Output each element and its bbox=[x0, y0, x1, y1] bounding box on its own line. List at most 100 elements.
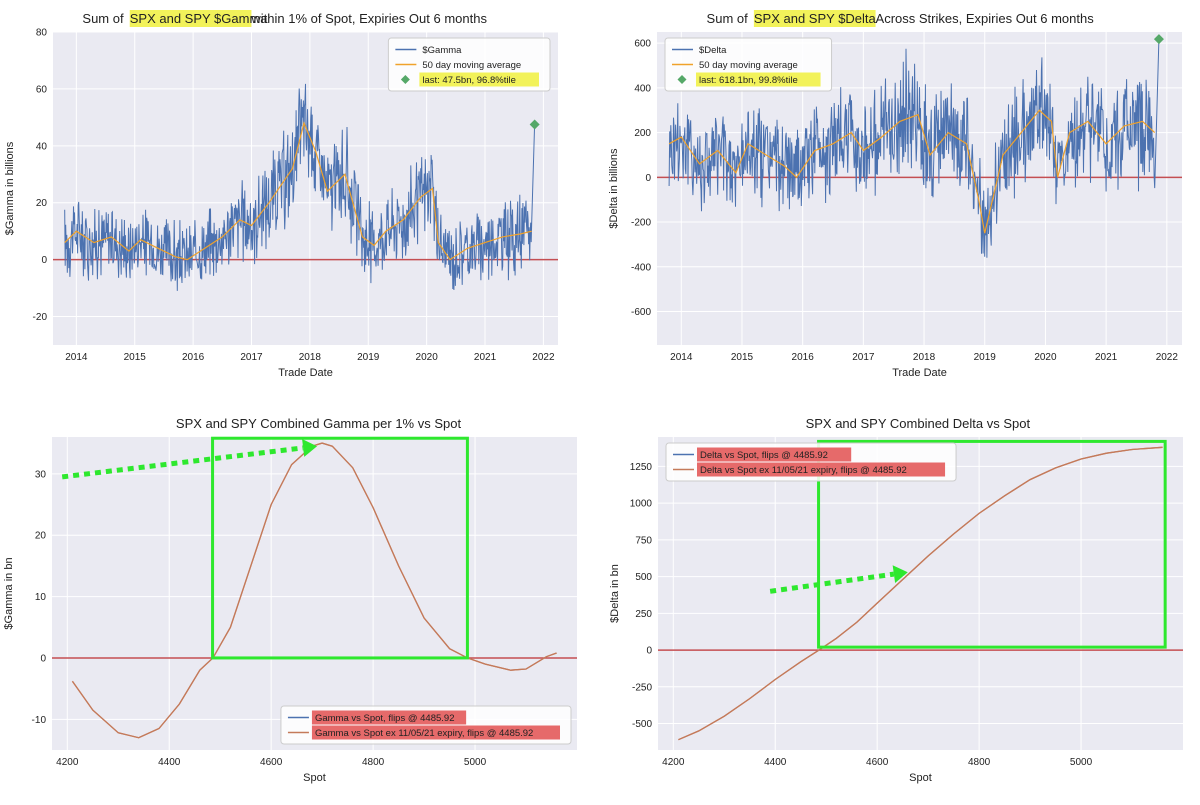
x-axis-label: Trade Date bbox=[278, 367, 333, 379]
annotation-arrow-head bbox=[892, 565, 908, 584]
x-tick-label: 2022 bbox=[1156, 352, 1179, 363]
legend-label: Gamma vs Spot, flips @ 4485.92 bbox=[315, 713, 455, 724]
y-axis-label: $Gamma in billions bbox=[4, 141, 16, 235]
y-tick-label: -20 bbox=[33, 312, 48, 323]
y-tick-label: 20 bbox=[36, 198, 48, 209]
x-tick-label: 2020 bbox=[1034, 352, 1057, 363]
y-tick-label: 1000 bbox=[630, 499, 653, 510]
y-axis-label: $Delta in bn bbox=[609, 564, 621, 623]
x-tick-label: 5000 bbox=[1070, 757, 1093, 768]
y-tick-label: -600 bbox=[631, 307, 651, 318]
legend-highlight bbox=[696, 72, 821, 87]
legend-highlight bbox=[311, 725, 560, 740]
y-tick-label: 20 bbox=[35, 531, 47, 542]
chart-title-part: SPX and SPY Combined Gamma per 1% vs Spo… bbox=[176, 416, 462, 431]
series-line-0 bbox=[64, 83, 536, 291]
y-tick-label: 0 bbox=[645, 173, 651, 184]
y-tick-label: 750 bbox=[635, 535, 652, 546]
legend-label: $Gamma bbox=[422, 45, 462, 56]
x-tick-label: 4600 bbox=[260, 757, 283, 768]
x-tick-label: 2017 bbox=[240, 352, 263, 363]
y-tick-label: 1250 bbox=[630, 462, 653, 473]
x-tick-label: 4600 bbox=[866, 757, 889, 768]
legend-marker bbox=[400, 75, 410, 84]
y-tick-label: 600 bbox=[634, 39, 651, 50]
x-axis-label: Trade Date bbox=[892, 367, 947, 379]
y-tick-label: 500 bbox=[635, 572, 652, 583]
legend: $Delta 50 day moving average last: 618.1bn… bbox=[664, 37, 833, 92]
y-tick-label: -500 bbox=[632, 719, 652, 730]
x-tick-label: 2015 bbox=[124, 352, 147, 363]
chart-title-part: Sum of bbox=[707, 11, 749, 26]
legend-label: Gamma vs Spot ex 11/05/21 expiry, flips … bbox=[315, 728, 533, 739]
y-axis-label: $Gamma in bn bbox=[3, 557, 15, 629]
chart-delta_ts: 2014 2015 2016 2017 2018 2019 2020 2021 2022 -600… bbox=[608, 10, 1182, 379]
legend-marker bbox=[677, 75, 687, 84]
plot-area bbox=[52, 437, 577, 750]
y-tick-label: 10 bbox=[35, 592, 47, 603]
y-tick-label: 200 bbox=[634, 128, 651, 139]
legend-highlight bbox=[311, 710, 467, 725]
y-axis-label: $Delta in billions bbox=[608, 148, 620, 229]
last-point-marker bbox=[1153, 34, 1164, 45]
legend-label: Delta vs Spot ex 11/05/21 expiry, flips … bbox=[700, 465, 907, 476]
x-tick-label: 2015 bbox=[731, 352, 754, 363]
last-point-marker bbox=[529, 119, 540, 130]
x-tick-label: 2017 bbox=[852, 352, 875, 363]
series-line-1 bbox=[678, 446, 1163, 741]
legend-label: last: 618.1bn, 99.8%tile bbox=[699, 75, 798, 86]
x-tick-label: 4400 bbox=[158, 757, 181, 768]
x-axis-label: Spot bbox=[909, 772, 932, 784]
legend-highlight bbox=[419, 72, 539, 87]
x-tick-label: 4400 bbox=[764, 757, 787, 768]
y-tick-label: -250 bbox=[632, 682, 652, 693]
series-line-1 bbox=[71, 442, 557, 739]
x-tick-label: 2018 bbox=[913, 352, 936, 363]
annotation-box bbox=[211, 436, 469, 660]
legend: Gamma vs Spot, flips @ 4485.92 Gamma vs S… bbox=[280, 705, 572, 745]
annotation-arrow-shaft bbox=[769, 571, 895, 594]
chart-title-part: SPX and SPY $Delta bbox=[754, 11, 877, 26]
y-tick-label: 60 bbox=[36, 84, 48, 95]
y-tick-label: 250 bbox=[635, 609, 652, 620]
x-tick-label: 2014 bbox=[65, 352, 88, 363]
chart-delta_spot: 4200 4400 4600 4800 5000 -500 -250 0 250 500 750 10… bbox=[609, 416, 1183, 784]
chart-title-part: within 1% of Spot, Expiries Out 6 months bbox=[250, 11, 487, 26]
chart-gamma_spot: 4200 4400 4600 4800 5000 -10 0 10 20 30 SPX and SP… bbox=[3, 416, 577, 784]
legend-label: last: 47.5bn, 96.8%tile bbox=[422, 75, 515, 86]
legend: Delta vs Spot, flips @ 4485.92 Delta vs S… bbox=[665, 442, 957, 482]
title-highlight bbox=[129, 10, 252, 27]
y-tick-label: 80 bbox=[36, 28, 48, 39]
y-tick-label: -200 bbox=[631, 218, 651, 229]
annotation-box bbox=[817, 439, 1167, 649]
legend-highlight bbox=[697, 447, 852, 462]
title-highlight bbox=[753, 10, 876, 27]
legend-label: $Delta bbox=[699, 45, 727, 56]
chart-title-part: Sum of bbox=[82, 11, 124, 26]
chart-title-part: SPX and SPY Combined Delta vs Spot bbox=[806, 416, 1031, 431]
x-tick-label: 4800 bbox=[968, 757, 991, 768]
y-tick-label: -10 bbox=[32, 715, 47, 726]
x-tick-label: 2022 bbox=[532, 352, 555, 363]
y-tick-label: 0 bbox=[41, 255, 47, 266]
annotation-arrow-shaft bbox=[61, 445, 304, 480]
x-tick-label: 2016 bbox=[182, 352, 205, 363]
y-tick-label: 30 bbox=[35, 469, 47, 480]
x-axis-label: Spot bbox=[303, 772, 326, 784]
x-tick-label: 2021 bbox=[474, 352, 497, 363]
x-tick-label: 2020 bbox=[416, 352, 439, 363]
legend-label: 50 day moving average bbox=[699, 60, 798, 71]
legend-label: Delta vs Spot, flips @ 4485.92 bbox=[700, 450, 828, 461]
series-line-1 bbox=[64, 121, 532, 261]
y-tick-label: 400 bbox=[634, 83, 651, 94]
x-tick-label: 4800 bbox=[362, 757, 385, 768]
y-tick-label: 0 bbox=[40, 653, 46, 664]
y-tick-label: -400 bbox=[631, 262, 651, 273]
legend-label: 50 day moving average bbox=[422, 60, 521, 71]
chart-title-part: Across Strikes, Expiries Out 6 months bbox=[876, 11, 1095, 26]
series-line-1 bbox=[668, 109, 1156, 234]
y-tick-label: 40 bbox=[36, 141, 48, 152]
x-tick-label: 2014 bbox=[670, 352, 693, 363]
